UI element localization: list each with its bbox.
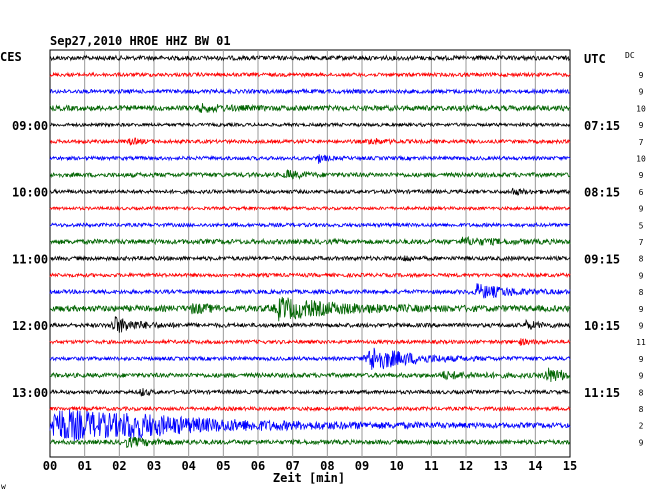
x-tick-label: 14 — [528, 459, 542, 473]
trace-line — [49, 87, 571, 95]
hour-label-right: UTC — [584, 52, 606, 66]
trace-line — [49, 388, 571, 397]
trace-line — [49, 205, 571, 212]
trace-line — [49, 271, 571, 279]
trace-line — [49, 154, 571, 164]
trace-line — [49, 367, 571, 383]
trace-line — [49, 103, 571, 114]
trace-line — [49, 71, 571, 78]
corner-mark: w — [1, 482, 6, 491]
hour-label-left: 09:00 — [12, 119, 48, 133]
dc-value: 9 — [639, 121, 644, 130]
dc-value: 11 — [636, 338, 646, 347]
trace-line — [49, 254, 571, 263]
x-tick-label: 08 — [320, 459, 334, 473]
dc-value: 9 — [639, 171, 644, 180]
trace-line — [49, 121, 571, 128]
x-tick-label: 02 — [112, 459, 126, 473]
x-tick-label: 07 — [285, 459, 299, 473]
dc-value: 10 — [636, 104, 646, 113]
hour-label-left: 13:00 — [12, 386, 48, 400]
dc-value: 9 — [639, 88, 644, 97]
dc-value: 10 — [636, 155, 646, 164]
x-tick-label: 03 — [147, 459, 161, 473]
x-tick-label: 06 — [251, 459, 265, 473]
x-tick-label: 05 — [216, 459, 230, 473]
left-timezone-label: CES — [0, 50, 22, 64]
trace-line — [49, 169, 571, 181]
x-axis-label: Zeit [min] — [273, 471, 345, 485]
hour-label-right: 09:15 — [584, 252, 620, 266]
trace-line — [49, 221, 571, 229]
dc-value: 8 — [639, 288, 644, 297]
dc-value: 6 — [639, 188, 644, 197]
dc-value: 9 — [639, 271, 644, 280]
hour-label-right: 08:15 — [584, 186, 620, 200]
dc-value: 5 — [639, 221, 644, 230]
trace-group — [49, 54, 571, 449]
x-tick-label: 09 — [355, 459, 369, 473]
dc-value: 9 — [639, 438, 644, 447]
x-tick-label: 00 — [43, 459, 57, 473]
hour-label-left: 12:00 — [12, 319, 48, 333]
x-tick-label: 15 — [563, 459, 577, 473]
trace-line — [49, 296, 571, 322]
plot-frame — [49, 49, 571, 458]
x-tick-label: 13 — [493, 459, 507, 473]
trace-line — [49, 187, 571, 197]
x-tick-label: 10 — [389, 459, 403, 473]
trace-line — [49, 405, 571, 412]
dc-value: 9 — [639, 372, 644, 381]
dc-value: 2 — [639, 422, 644, 431]
trace-line — [49, 347, 571, 370]
dc-value: 9 — [639, 205, 644, 214]
dc-value: 7 — [639, 138, 644, 147]
dc-value: 7 — [639, 238, 644, 247]
trace-line — [49, 137, 571, 146]
hour-label-right: 11:15 — [584, 386, 620, 400]
hour-label-right: 10:15 — [584, 319, 620, 333]
trace-line — [49, 235, 571, 246]
dc-value: 9 — [639, 355, 644, 364]
trace-line — [49, 409, 571, 441]
dc-value: 8 — [639, 388, 644, 397]
dc-value: 9 — [639, 305, 644, 314]
trace-line — [49, 436, 571, 449]
trace-line — [49, 54, 571, 62]
x-tick-label: 11 — [424, 459, 438, 473]
dc-value: 8 — [639, 405, 644, 414]
dc-value: 9 — [639, 71, 644, 80]
chart-title: Sep27,2010 HROE HHZ BW 01 — [50, 34, 231, 48]
dc-value: 8 — [639, 255, 644, 264]
trace-line — [49, 316, 571, 333]
trace-line — [49, 283, 571, 299]
x-tick-label: 12 — [459, 459, 473, 473]
hour-label-left: 10:00 — [12, 186, 48, 200]
plot-grid — [49, 49, 571, 458]
trace-line — [49, 338, 571, 346]
label-group: 09:00 10:00 11:00 12:00 13:00 UTC 07:15 08:15 09… — [12, 52, 646, 473]
dc-value: 9 — [639, 322, 644, 331]
x-tick-label: 01 — [77, 459, 91, 473]
x-tick-label: 04 — [181, 459, 195, 473]
hour-label-right: 07:15 — [584, 119, 620, 133]
dc-label: DC — [625, 51, 635, 60]
hour-label-left: 11:00 — [12, 252, 48, 266]
